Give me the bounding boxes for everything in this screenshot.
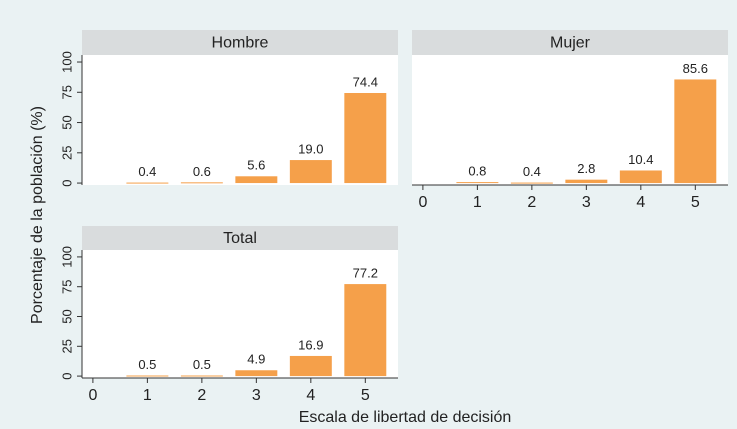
x-tick-label: 1 — [143, 387, 152, 404]
x-tick-label: 2 — [197, 387, 206, 404]
bar — [344, 284, 387, 377]
x-tick-label: 4 — [636, 194, 645, 211]
panel-title: Total — [223, 230, 257, 247]
value-label: 0.5 — [138, 357, 156, 372]
value-label: 2.8 — [577, 161, 595, 176]
bar — [456, 182, 499, 184]
x-tick-label: 2 — [527, 194, 536, 211]
x-tick-label: 5 — [361, 387, 370, 404]
y-tick-label: 25 — [59, 339, 74, 353]
panel-header — [82, 30, 398, 55]
x-tick-label: 0 — [418, 194, 427, 211]
bar — [235, 370, 278, 377]
value-label: 0.4 — [138, 164, 156, 179]
value-label: 74.4 — [353, 74, 378, 89]
value-label: 4.9 — [247, 352, 265, 367]
y-tick-label: 75 — [59, 85, 74, 99]
y-tick-label: 25 — [59, 146, 74, 160]
x-tick-label: 0 — [88, 387, 97, 404]
x-tick-label: 4 — [306, 387, 315, 404]
bar — [126, 182, 169, 184]
value-label: 16.9 — [298, 337, 323, 352]
bar — [235, 176, 278, 184]
bar — [674, 79, 717, 184]
y-tick-label: 0 — [59, 179, 74, 186]
y-axis-title: Porcentaje de la población (%) — [29, 106, 46, 324]
bar — [510, 182, 553, 184]
value-label: 0.4 — [523, 164, 541, 179]
x-tick-label: 3 — [252, 387, 261, 404]
y-tick-label: 50 — [59, 115, 74, 129]
x-tick-label: 1 — [473, 194, 482, 211]
bar — [565, 179, 608, 184]
value-label: 5.6 — [247, 158, 265, 173]
x-tick-label: 3 — [582, 194, 591, 211]
bar — [180, 375, 223, 377]
value-label: 10.4 — [628, 152, 653, 167]
bar — [289, 355, 332, 377]
panel-title: Mujer — [550, 35, 591, 52]
x-axis-title: Escala de libertad de decisión — [299, 409, 512, 426]
value-label: 0.5 — [193, 357, 211, 372]
value-label: 0.6 — [193, 164, 211, 179]
y-tick-label: 100 — [59, 51, 74, 73]
y-tick-label: 75 — [59, 279, 74, 293]
y-tick-label: 50 — [59, 309, 74, 323]
bar — [619, 170, 662, 184]
bar — [126, 375, 169, 377]
value-label: 85.6 — [683, 61, 708, 76]
y-tick-label: 0 — [59, 372, 74, 379]
value-label: 77.2 — [353, 266, 378, 281]
x-tick-label: 5 — [691, 194, 700, 211]
panel-title: Hombre — [212, 35, 269, 52]
value-label: 19.0 — [298, 142, 323, 157]
value-label: 0.8 — [468, 164, 486, 179]
panel-header — [412, 30, 728, 55]
bar — [180, 182, 223, 184]
y-tick-label: 100 — [59, 246, 74, 268]
bar — [344, 93, 387, 184]
panel-header — [82, 226, 398, 250]
bar — [289, 160, 332, 184]
